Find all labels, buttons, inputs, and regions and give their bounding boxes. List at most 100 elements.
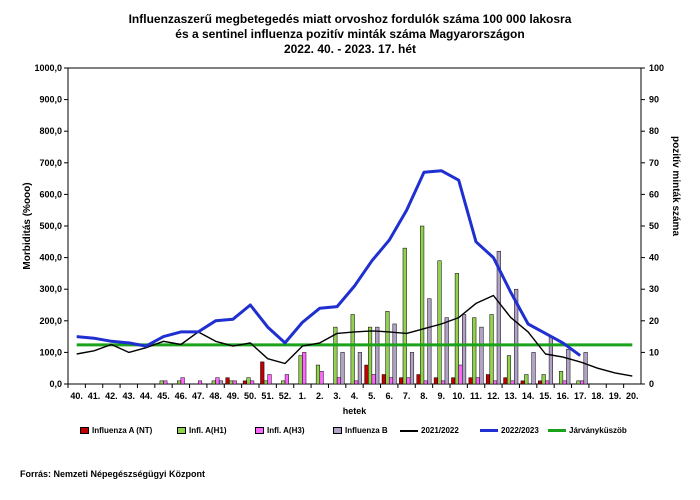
line-series-2 (76, 169, 582, 357)
bar-3 (545, 380, 550, 385)
x-tick-label: 17. (574, 391, 587, 401)
x-tick-label: 7. (403, 391, 411, 401)
legend-label-influenza-a-nt: Influenza A (NT) (92, 426, 153, 435)
x-tick-label: 8. (420, 391, 428, 401)
bar-4 (409, 352, 415, 385)
bar-3 (458, 364, 463, 385)
bar-1 (399, 377, 404, 385)
x-tick-label: 1. (299, 391, 307, 401)
bar-2 (159, 380, 164, 385)
legend-item-2022-2023: 2022/2023 (480, 426, 539, 435)
y-tick-label: 1000,0 (34, 63, 62, 73)
bar-1 (225, 377, 230, 385)
bar-2 (437, 260, 442, 385)
legend-item-infl-a-h1: Infl. A(H1) (177, 426, 226, 435)
bar-3 (163, 380, 168, 385)
x-tick-label: 12. (487, 391, 500, 401)
bar-2 (402, 247, 407, 385)
y2-tick-label: 30 (649, 284, 659, 294)
bar-2 (281, 380, 286, 385)
x-tick-label: 50. (244, 391, 257, 401)
y2-tick-label: 70 (649, 158, 659, 168)
bar-2 (177, 380, 182, 385)
bar-3 (475, 377, 480, 385)
y2-axis-title: pozitív minták száma (670, 136, 681, 236)
bar-3 (441, 380, 446, 385)
x-tick-label: 6. (385, 391, 393, 401)
bar-4 (427, 298, 432, 385)
x-tick-label: 2. (316, 391, 324, 401)
y-tick-label: 700,0 (39, 158, 62, 168)
legend-item-infl-a-h3: Infl. A(H3) (255, 426, 304, 435)
x-tick-label: 48. (209, 391, 222, 401)
bar-2 (298, 355, 303, 385)
bar-3 (267, 374, 272, 385)
title-line-3: 2022. 40. - 2023. 17. hét (283, 42, 417, 56)
y2-tick-label: 90 (649, 95, 659, 105)
x-tick-label: 13. (505, 391, 518, 401)
x-tick-label: 43. (123, 391, 136, 401)
y-tick-label: 800,0 (39, 126, 62, 136)
bar-3 (354, 380, 359, 385)
x-tick-label: 5. (368, 391, 376, 401)
x-tick-label: 3. (333, 391, 341, 401)
legend-swatch-jarvanykuszob (548, 429, 566, 432)
title-line-2: és a sentinel influenza pozitív minták s… (175, 27, 525, 41)
bar-4 (531, 352, 536, 385)
bar-4 (444, 317, 449, 385)
x-tick-label: 51. (261, 391, 274, 401)
bar-2 (263, 380, 268, 385)
y2-tick-label: 20 (649, 316, 659, 326)
x-tick-label: 45. (157, 391, 170, 401)
bar-1 (520, 380, 525, 385)
x-tick-label: 9. (438, 391, 446, 401)
bar-2 (229, 380, 234, 385)
x-tick-label: 42. (105, 391, 118, 401)
y2-tick-label: 10 (649, 347, 659, 357)
x-tick-label: 19. (609, 391, 622, 401)
bar-4 (479, 326, 484, 385)
bar-3 (180, 377, 185, 385)
bar-2 (472, 317, 477, 385)
bar-4 (496, 251, 501, 385)
line-series-1 (76, 294, 633, 377)
x-axis-title: hetek (343, 406, 368, 416)
bar-4 (462, 314, 467, 385)
legend-item-jarvanykuszob: Járványküszöb (548, 426, 627, 435)
bar-3 (232, 380, 237, 385)
bar-1 (451, 377, 456, 385)
legend-item-2021-2022: 2021/2022 (400, 426, 459, 435)
x-tick-label: 44. (140, 391, 153, 401)
bar-2 (420, 225, 425, 385)
bar-1 (468, 377, 473, 385)
bar-2 (576, 380, 581, 385)
bar-3 (562, 380, 567, 385)
bar-4 (392, 323, 397, 385)
legend-item-influenza-b: Influenza B (333, 426, 388, 435)
x-tick-label: 49. (227, 391, 240, 401)
bar-3 (215, 377, 220, 385)
y-tick-label: 100,0 (39, 347, 62, 357)
y2-tick-label: 40 (649, 253, 659, 263)
y-tick-label: 0,0 (49, 379, 62, 389)
bar-1 (364, 364, 369, 385)
legend-label-jarvanykuszob: Járványküszöb (569, 426, 627, 435)
bar-2 (246, 377, 251, 385)
bar-3 (284, 374, 289, 385)
bar-3 (388, 377, 394, 385)
bar-2 (315, 364, 321, 385)
bar-2 (524, 374, 529, 385)
bar-4 (514, 288, 519, 385)
legend-label-infl-a-h3: Infl. A(H3) (267, 426, 305, 435)
x-tick-label: 14. (522, 391, 535, 401)
bar-1 (242, 380, 247, 385)
bar-2 (211, 380, 216, 385)
bar-3 (423, 380, 428, 385)
chart-title: Influenzaszerű megbetegedés miatt orvosh… (0, 12, 700, 57)
y-tick-label: 500,0 (39, 221, 62, 231)
bar-1 (503, 377, 508, 385)
bar-3 (371, 374, 376, 385)
x-tick-label: 15. (539, 391, 552, 401)
y-axis-title: Morbiditás (%ooo) (22, 182, 33, 269)
